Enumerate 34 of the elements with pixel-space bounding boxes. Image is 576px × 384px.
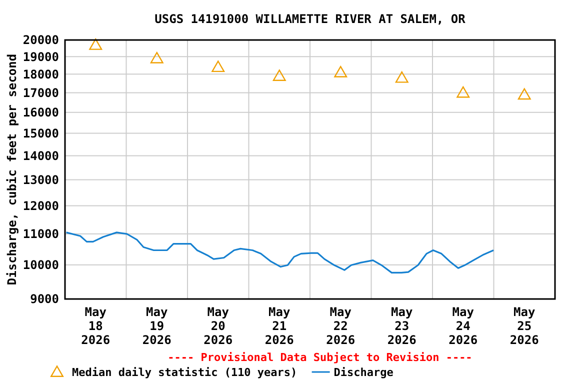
point bbox=[150, 52, 164, 64]
x-tick-label: May 19 2026 bbox=[142, 305, 172, 347]
y-tick-label: 20000 bbox=[22, 33, 59, 48]
point bbox=[272, 70, 286, 81]
x-tick-label: May 24 2026 bbox=[448, 305, 478, 347]
legend-label: Discharge bbox=[334, 366, 394, 379]
point bbox=[456, 86, 470, 98]
y-tick-label: 12000 bbox=[22, 198, 59, 213]
chart-title: USGS 14191000 WILLAMETTE RIVER AT SALEM, OR bbox=[154, 12, 466, 26]
x-tick-label: May 20 2026 bbox=[204, 305, 233, 347]
text: ---- Provisional Data Subject to Revision ---- bbox=[168, 351, 472, 364]
y-tick-label: 9000 bbox=[30, 292, 59, 306]
point bbox=[518, 88, 531, 100]
y-tick-label: 10000 bbox=[22, 258, 59, 272]
y-tick-label: 18000 bbox=[22, 67, 59, 82]
y-tick-label: 13000 bbox=[22, 172, 59, 187]
y-axis-title: Discharge, cubic feet per second bbox=[5, 54, 19, 286]
y-tick-label: 16000 bbox=[22, 106, 59, 120]
x-tick-label: May 18 2026 bbox=[81, 305, 110, 347]
x-tick-label: May 23 2026 bbox=[387, 305, 416, 347]
y-tick-label: 15000 bbox=[22, 126, 59, 141]
legend-label: Median daily statistic (110 years) bbox=[72, 366, 298, 379]
x-tick-label: May 21 2026 bbox=[264, 305, 294, 347]
y-tick-label: 11000 bbox=[22, 227, 59, 242]
y-tick-label: 19000 bbox=[22, 50, 59, 64]
point bbox=[89, 38, 102, 50]
y-tick-label: 17000 bbox=[22, 86, 59, 100]
point bbox=[395, 71, 408, 83]
line-series bbox=[65, 232, 494, 274]
point bbox=[334, 66, 348, 78]
y-tick-label: 14000 bbox=[22, 148, 59, 163]
x-tick-label: May 25 2026 bbox=[510, 305, 539, 347]
point bbox=[212, 60, 225, 72]
x-tick-label: May 22 2026 bbox=[326, 305, 356, 347]
